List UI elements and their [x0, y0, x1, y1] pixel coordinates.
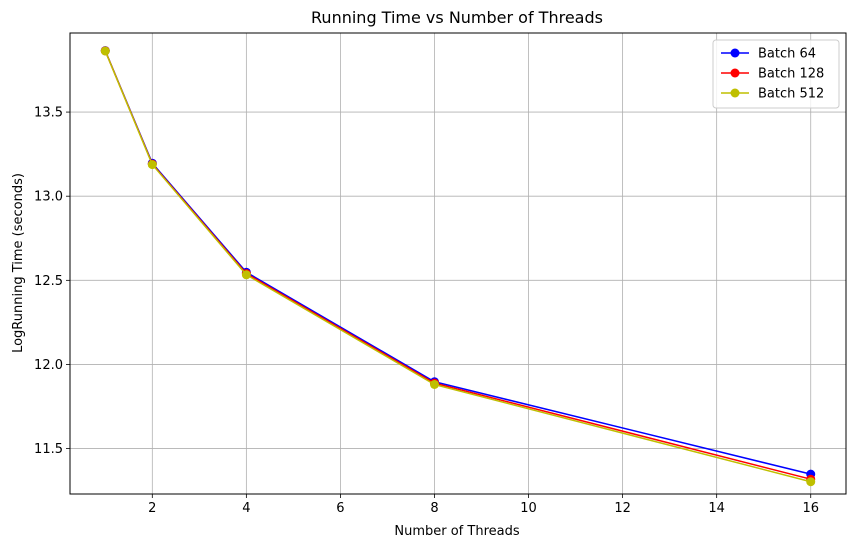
x-tick-label: 4 — [242, 501, 250, 516]
y-axis-label: LogRunning Time (seconds) — [11, 173, 26, 353]
series-batch-64 — [100, 46, 816, 479]
x-tick-label: 16 — [802, 501, 819, 516]
x-tick-label: 6 — [336, 501, 344, 516]
legend-swatch-marker — [730, 68, 740, 78]
x-tick-label: 8 — [430, 501, 438, 516]
series-line — [104, 50, 811, 475]
data-point — [100, 46, 110, 56]
legend-swatch-marker — [730, 48, 740, 58]
y-tick-label: 12.5 — [34, 274, 63, 289]
y-tick-label: 12.0 — [34, 358, 63, 373]
grid — [70, 33, 846, 494]
legend-swatch-marker — [730, 88, 740, 98]
series-layer — [100, 46, 816, 487]
y-tick-label: 13.5 — [34, 106, 63, 121]
chart-title: Running Time vs Number of Threads — [311, 8, 603, 27]
x-axis-label: Number of Threads — [394, 524, 519, 539]
ticks: 2 4 6 8 10 12 14 16 11.5 12.0 12.5 13.0 13.5 — [34, 106, 819, 516]
x-tick-label: 2 — [148, 501, 156, 516]
legend-entry: Batch 128 — [721, 67, 824, 82]
x-tick-label: 10 — [520, 501, 537, 516]
legend-label: Batch 512 — [758, 87, 824, 102]
plot-area-frame — [69, 32, 847, 495]
legend-entry: Batch 512 — [721, 87, 824, 102]
data-point — [241, 270, 251, 280]
data-point — [147, 160, 157, 170]
series-line — [104, 50, 811, 483]
x-tick-label: 14 — [708, 501, 725, 516]
y-tick-label: 13.0 — [34, 190, 63, 205]
y-tick-label: 11.5 — [34, 442, 63, 457]
data-point — [429, 379, 439, 389]
legend-label: Batch 64 — [758, 47, 816, 62]
legend-box — [712, 39, 840, 109]
series-line — [104, 50, 811, 480]
legend-entry: Batch 64 — [721, 47, 816, 62]
x-tick-label: 12 — [614, 501, 631, 516]
data-point — [806, 477, 816, 487]
legend: Batch 64 Batch 128 Batch 512 — [712, 39, 840, 109]
series-batch-512 — [100, 46, 816, 487]
legend-label: Batch 128 — [758, 67, 824, 82]
